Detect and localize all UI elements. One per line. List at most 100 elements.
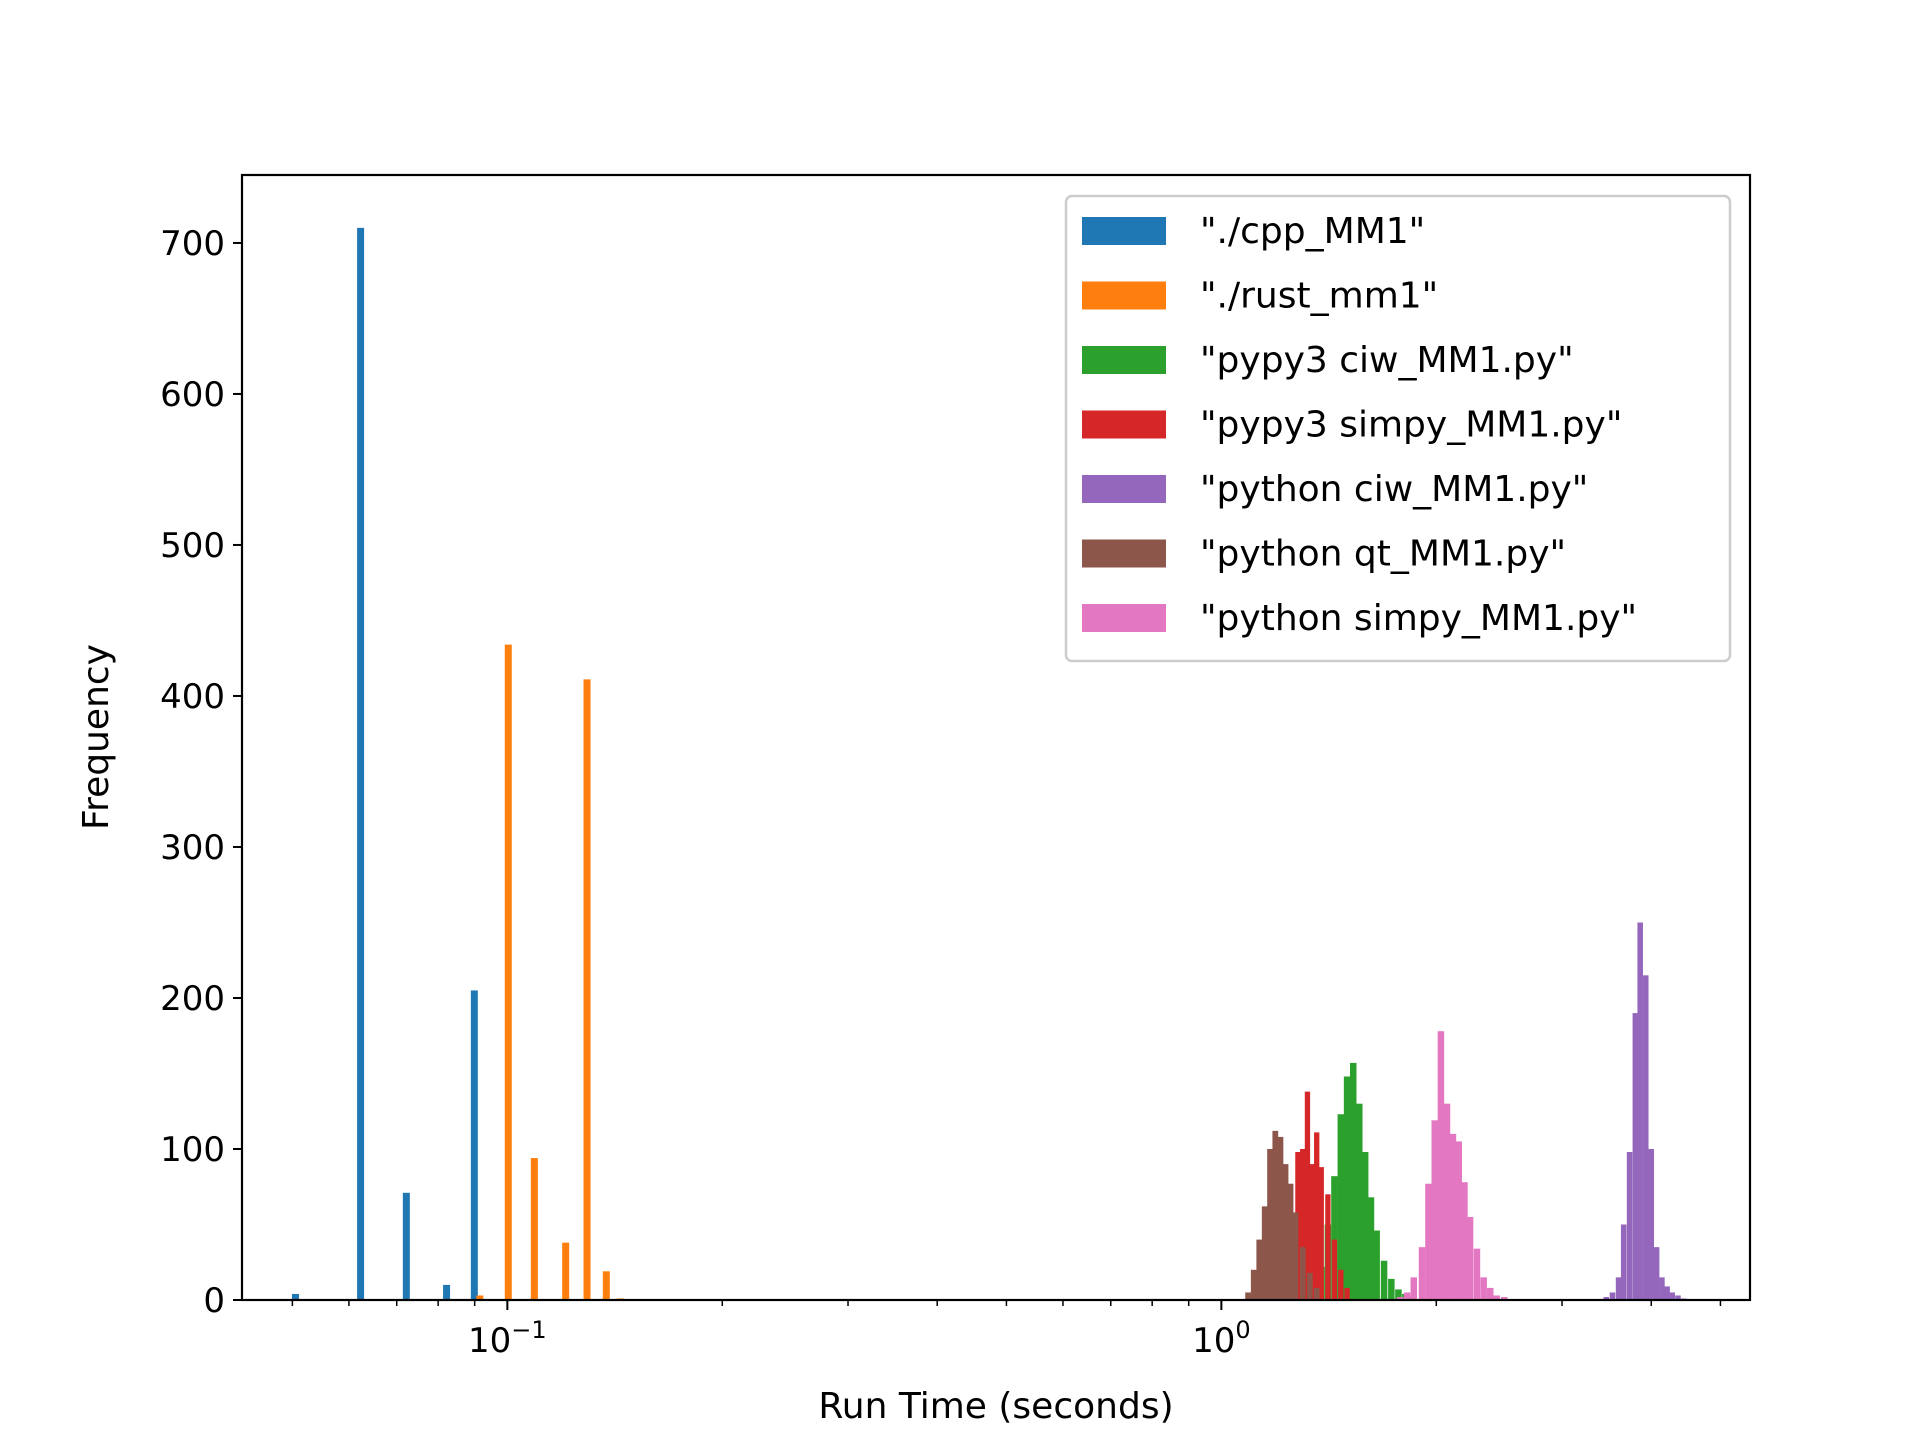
- histogram-bar: [1449, 1133, 1457, 1300]
- histogram-bar: [504, 644, 512, 1300]
- histogram-bar: [1473, 1248, 1481, 1300]
- histogram-bar: [1338, 1269, 1344, 1300]
- histogram-bar: [1609, 1292, 1616, 1300]
- histogram-bar: [1455, 1141, 1462, 1300]
- histogram-bar: [562, 1242, 570, 1300]
- histogram-bar: [1349, 1062, 1357, 1300]
- histogram-bar: [1309, 1164, 1315, 1300]
- histogram-bar: [530, 1158, 538, 1300]
- histogram-bar: [1287, 1183, 1294, 1300]
- histogram-bar: [1261, 1206, 1268, 1300]
- legend-label: "python ciw_MM1.py": [1200, 469, 1588, 510]
- legend-swatch: [1082, 604, 1166, 632]
- histogram-bar: [1653, 1247, 1660, 1300]
- histogram-bar: [1410, 1277, 1418, 1300]
- legend-label: "python qt_MM1.py": [1200, 534, 1566, 575]
- y-tick-label: 200: [160, 979, 225, 1019]
- legend-entry: "./rust_mm1": [1082, 276, 1438, 317]
- legend-swatch: [1082, 281, 1166, 310]
- legend-swatch: [1082, 410, 1166, 439]
- y-tick-label: 0: [203, 1281, 225, 1321]
- legend-label: "./rust_mm1": [1200, 276, 1438, 317]
- histogram-bar: [1343, 1076, 1351, 1300]
- histogram-bar: [1344, 1287, 1350, 1300]
- legend-swatch: [1082, 475, 1166, 503]
- histogram-bar: [1403, 1292, 1411, 1300]
- histogram-bar: [1356, 1103, 1363, 1300]
- histogram-bar: [1373, 1230, 1380, 1300]
- histogram-bar: [1615, 1277, 1622, 1300]
- histogram-bar: [1637, 922, 1643, 1300]
- series-4-bars: [1603, 922, 1687, 1300]
- legend-items: "./cpp_MM1" "./rust_mm1" "pypy3 ciw_MM1.py…: [1082, 211, 1637, 639]
- histogram-bar: [291, 1293, 299, 1300]
- histogram-bar: [1632, 1013, 1639, 1300]
- x-tick-label: 100: [1192, 1316, 1251, 1361]
- histogram-bar: [1480, 1277, 1487, 1300]
- histogram-bar: [1431, 1120, 1439, 1300]
- histogram-bar: [1380, 1260, 1388, 1300]
- histogram-bar: [1675, 1295, 1681, 1300]
- histogram-bar: [476, 1295, 484, 1300]
- y-axis-label: Frequency: [76, 644, 117, 830]
- histogram-bar: [1267, 1148, 1273, 1300]
- bars-layer: [291, 227, 1687, 1301]
- histogram-bar: [1466, 1216, 1474, 1300]
- histogram-bar: [583, 679, 591, 1300]
- y-axis-ticks: 0 100 200 300 400 500 600 700: [160, 224, 242, 1321]
- histogram-bar: [1603, 1296, 1610, 1300]
- y-tick-label: 400: [160, 677, 225, 717]
- histogram-bar: [1486, 1287, 1494, 1300]
- histogram-bar: [1437, 1031, 1445, 1300]
- histogram-bar: [1395, 1289, 1402, 1300]
- legend-entry: "python ciw_MM1.py": [1082, 469, 1588, 510]
- histogram-bar: [602, 1271, 610, 1300]
- histogram-bar: [1388, 1278, 1395, 1300]
- histogram-bar: [1648, 1148, 1655, 1300]
- series-5-bars: [1245, 1130, 1320, 1300]
- histogram-bar: [1272, 1130, 1279, 1300]
- histogram-bar: [1250, 1269, 1257, 1300]
- histogram-bar: [1396, 1296, 1404, 1300]
- legend-label: "pypy3 simpy_MM1.py": [1200, 405, 1622, 446]
- histogram-bar: [1331, 1176, 1338, 1300]
- histogram-bar: [1501, 1296, 1508, 1300]
- legend-swatch: [1082, 217, 1166, 245]
- series-0-bars: [291, 227, 478, 1301]
- histogram-bar: [1620, 1224, 1627, 1300]
- histogram-bar: [1277, 1136, 1284, 1300]
- histogram-bar: [1318, 1167, 1324, 1300]
- histogram-bar: [1331, 1239, 1338, 1300]
- histogram-bar: [357, 227, 365, 1301]
- series-6-bars: [1396, 1031, 1508, 1300]
- histogram-bar: [1313, 1287, 1320, 1300]
- histogram-bar: [1461, 1182, 1468, 1300]
- x-axis-label: Run Time (seconds): [818, 1386, 1173, 1427]
- histogram-bar: [1664, 1286, 1670, 1300]
- histogram-bar: [1669, 1292, 1675, 1300]
- legend-entry: "pypy3 simpy_MM1.py": [1082, 405, 1622, 446]
- histogram-bar: [1418, 1247, 1426, 1300]
- legend: "./cpp_MM1" "./rust_mm1" "pypy3 ciw_MM1.py…: [1064, 194, 1732, 663]
- y-tick-label: 300: [160, 828, 225, 868]
- legend-label: "./cpp_MM1": [1200, 211, 1425, 252]
- x-tick-label: 10−1: [468, 1316, 547, 1361]
- plot-frame: [240, 173, 1752, 1302]
- legend-frame: [1064, 194, 1732, 663]
- y-tick-label: 100: [160, 1130, 225, 1170]
- histogram-bar: [1659, 1277, 1665, 1300]
- histogram-bar: [1299, 1247, 1306, 1300]
- histogram-bar: [1443, 1103, 1451, 1300]
- histogram-bar: [1325, 1194, 1331, 1300]
- x-axis-ticks: 10−1 100: [291, 1300, 1722, 1361]
- y-tick-label: 500: [160, 526, 225, 566]
- histogram-bar: [470, 990, 478, 1300]
- legend-entry: "python qt_MM1.py": [1082, 534, 1566, 575]
- histogram-bar: [1643, 975, 1649, 1300]
- histogram-bar: [1493, 1295, 1500, 1300]
- legend-entry: "python simpy_MM1.py": [1082, 598, 1637, 639]
- histogram-bar: [1367, 1197, 1375, 1300]
- legend-entry: "./cpp_MM1": [1082, 211, 1425, 252]
- histogram-bar: [1337, 1114, 1345, 1300]
